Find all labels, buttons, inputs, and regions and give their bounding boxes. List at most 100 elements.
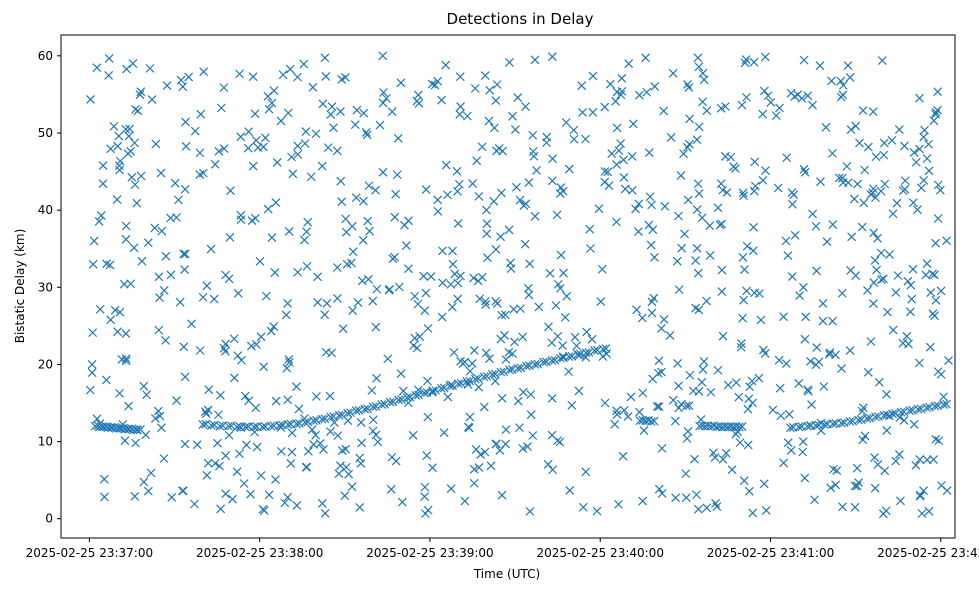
data-point [742,92,751,102]
data-point [131,425,141,435]
y-tick-label: 40 [38,203,53,217]
data-point [167,492,177,502]
data-point [539,357,548,367]
x-axis-label: Time (UTC) [473,567,540,581]
data-point [582,327,592,337]
data-point [452,166,462,176]
data-point [694,122,704,132]
data-point [311,392,321,401]
data-point [798,282,808,292]
data-point [350,120,360,130]
y-tick-label: 60 [38,49,53,63]
data-point [577,81,587,91]
data-point [905,406,915,416]
data-point [363,404,372,414]
data-point [654,356,664,366]
data-point [627,185,637,195]
data-point [181,141,191,151]
data-point [130,180,140,190]
data-point [303,446,313,456]
data-point [828,148,837,158]
data-point [236,132,246,142]
data-point [558,186,568,196]
data-point [870,255,880,265]
data-point [939,400,949,409]
data-point [482,219,492,229]
data-point [738,313,748,323]
data-point [210,159,220,169]
data-point [603,167,613,177]
data-point [190,499,199,509]
data-point [641,53,651,63]
data-point [453,186,462,196]
data-point [906,280,916,290]
data-point [558,341,568,351]
data-point [180,265,190,274]
data-point [307,425,317,435]
data-point [332,294,342,303]
data-point [624,59,634,69]
data-point [219,144,229,154]
data-point [120,436,130,446]
data-point [419,271,428,281]
data-point [484,116,494,126]
data-point [161,336,170,345]
data-point [214,146,224,156]
data-point [460,496,470,506]
data-point [798,447,808,457]
data-point [933,367,943,377]
data-point [487,370,497,379]
data-point [879,150,889,160]
data-point [717,265,727,275]
data-point [837,364,846,373]
data-point [857,222,867,232]
data-point [496,232,505,242]
data-point [335,461,345,471]
data-point [284,227,294,236]
data-point [673,359,683,368]
data-point [742,241,752,251]
data-point [204,385,214,395]
data-point [131,438,141,448]
data-point [88,328,98,338]
data-point [645,192,655,202]
data-point [327,102,337,112]
data-point [564,367,574,377]
data-point [166,270,176,280]
data-point [761,166,770,175]
data-point [121,124,131,134]
data-point [292,501,302,510]
data-point [716,179,726,189]
data-point [283,108,293,118]
data-point [483,253,492,263]
data-point [586,244,595,253]
data-point [653,368,663,378]
data-point [472,156,482,166]
data-point [794,379,804,388]
data-point [779,312,788,322]
data-point [220,346,230,356]
data-point [497,310,507,320]
data-point [699,75,709,85]
data-point [555,437,565,447]
data-point [422,451,432,460]
data-point [619,405,629,415]
data-point [264,490,274,500]
data-point [812,343,822,352]
data-point [804,386,813,396]
data-point [470,83,480,93]
data-point [195,148,205,158]
data-point [128,425,138,435]
data-point [632,305,642,315]
data-point [157,226,167,236]
data-point [533,359,543,369]
data-point [782,153,792,163]
data-point [879,138,889,148]
data-point [544,322,553,332]
data-point [420,482,430,492]
data-point [379,88,388,97]
data-point [388,397,398,407]
data-point [180,372,190,382]
data-point [492,80,502,89]
data-point [827,76,837,86]
